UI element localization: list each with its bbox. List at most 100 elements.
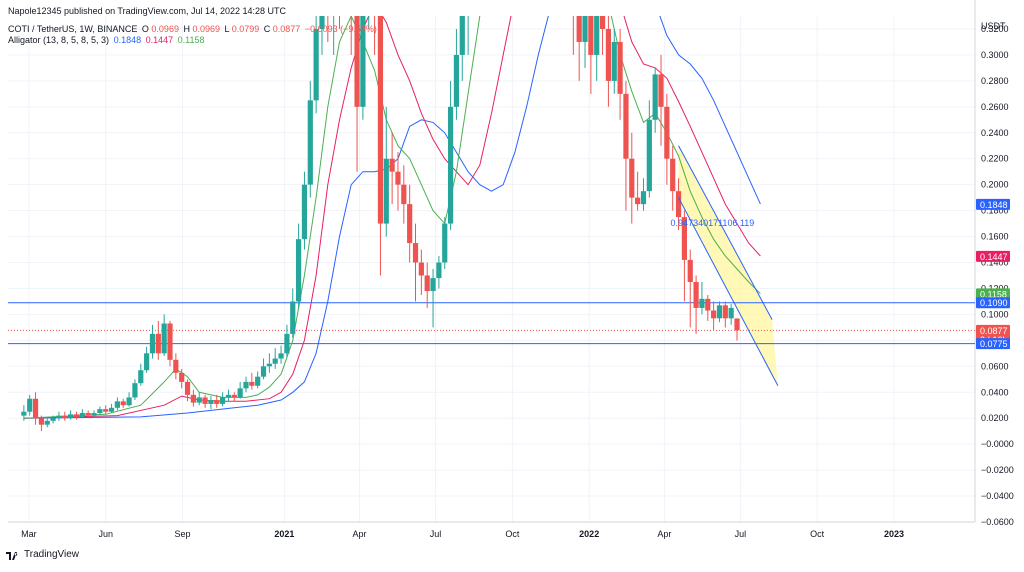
tradingview-brand[interactable]: TradingView: [6, 549, 79, 560]
candle-body: [670, 158, 676, 192]
price-label-0_1447: 0.1447: [976, 250, 1010, 262]
y-tick-label: 0.1600: [981, 232, 1009, 242]
ohlc-o-label: O: [141, 24, 149, 34]
candle: [693, 275, 699, 334]
candle: [401, 165, 407, 224]
candle-body: [319, 16, 325, 29]
candle: [249, 372, 255, 390]
candle-body: [97, 409, 103, 414]
candle: [635, 171, 641, 211]
candle-body: [307, 100, 313, 185]
candle: [50, 415, 56, 424]
candle-body: [132, 383, 138, 398]
candle-body: [705, 298, 711, 311]
indicator-jaw: 0.1848: [113, 35, 142, 45]
ohlc-low: 0.0799: [231, 24, 260, 34]
candle: [664, 93, 670, 185]
candle: [711, 301, 717, 330]
candle: [190, 389, 196, 407]
candle: [327, 16, 329, 42]
indicator-teeth: 0.1447: [145, 35, 174, 45]
y-tick-label: 0.0200: [981, 413, 1009, 423]
candle-body: [38, 418, 45, 425]
candle-body: [407, 204, 413, 244]
candle: [722, 301, 728, 328]
candle-body: [313, 28, 319, 101]
candle: [705, 294, 711, 321]
y-tick-label: 0.3000: [981, 50, 1009, 60]
candle-body: [617, 41, 623, 94]
indicator-line[interactable]: Alligator (13, 8, 5, 8, 5, 3) 0.1848 0.1…: [8, 35, 205, 45]
candle-body: [728, 307, 734, 319]
price-label-text: 0.0775: [980, 339, 1008, 349]
candle: [108, 403, 115, 414]
candle-body: [447, 106, 454, 224]
y-tick-label: 0.1800: [981, 206, 1009, 216]
candle: [62, 411, 68, 421]
y-tick-label: −0.0200: [981, 465, 1014, 475]
candle: [430, 269, 436, 328]
x-tick-label: Sep: [175, 529, 191, 539]
candle-body: [149, 333, 156, 354]
candle-body: [395, 171, 401, 185]
price-label-text: 0.1447: [980, 252, 1008, 262]
candle: [225, 389, 232, 402]
candle: [599, 16, 606, 55]
wedge-fill: [678, 145, 778, 386]
candle: [681, 210, 687, 302]
y-tick-label: −0.0000: [981, 439, 1014, 449]
candle: [120, 398, 126, 408]
candle-body: [284, 333, 290, 354]
y-tick-label: 0.1000: [981, 309, 1009, 319]
symbol-name: COTI / TetherUS, 1W, BINANCE: [8, 24, 138, 34]
candle: [173, 353, 179, 380]
candle: [339, 16, 341, 29]
candle: [27, 394, 33, 416]
candle: [290, 288, 296, 338]
candle: [21, 405, 27, 421]
candle-body: [675, 191, 682, 218]
price-label-text: 0.0877: [980, 326, 1008, 336]
candle-body: [62, 415, 68, 419]
price-label-box: [976, 250, 1010, 262]
candle-body: [366, 0, 371, 3]
price-label-text: 0.1848: [980, 200, 1008, 210]
candle-body: [179, 372, 185, 382]
candle: [202, 394, 208, 408]
candle: [576, 16, 582, 81]
candle-body: [693, 281, 699, 308]
candle: [301, 171, 308, 250]
candle-body: [272, 358, 278, 364]
candle: [161, 314, 167, 356]
candle: [138, 363, 144, 386]
candle-body: [220, 397, 226, 404]
candle-body: [290, 301, 296, 334]
candle-body: [255, 376, 261, 386]
candle-body: [301, 184, 308, 240]
candle-body: [202, 397, 208, 404]
candle: [73, 411, 80, 420]
candle-body: [582, 16, 588, 42]
candle-body: [225, 394, 232, 398]
candle-body: [430, 278, 436, 292]
candle: [255, 371, 261, 389]
candle: [284, 324, 290, 358]
candle: [360, 16, 366, 120]
candle: [149, 324, 156, 359]
grid: [8, 16, 975, 523]
candle-body: [734, 318, 740, 331]
candle: [459, 16, 465, 81]
candle-body: [605, 28, 612, 81]
symbol-line: COTI / TetherUS, 1W, BINANCE O 0.0969 H …: [8, 24, 377, 34]
candle: [237, 381, 243, 399]
x-tick-label: Apr: [353, 529, 367, 539]
candle: [617, 28, 623, 120]
price-label-box: [976, 288, 1010, 300]
x-axis: Mar Jun Sep 2021 Apr Jul Oct 2022 Apr Jul Oct 2023: [21, 529, 904, 539]
wedge-annotation: 0.947340171106 119: [671, 218, 755, 228]
candle-body: [120, 401, 126, 406]
candle-body: [331, 0, 336, 3]
candle: [56, 411, 62, 421]
